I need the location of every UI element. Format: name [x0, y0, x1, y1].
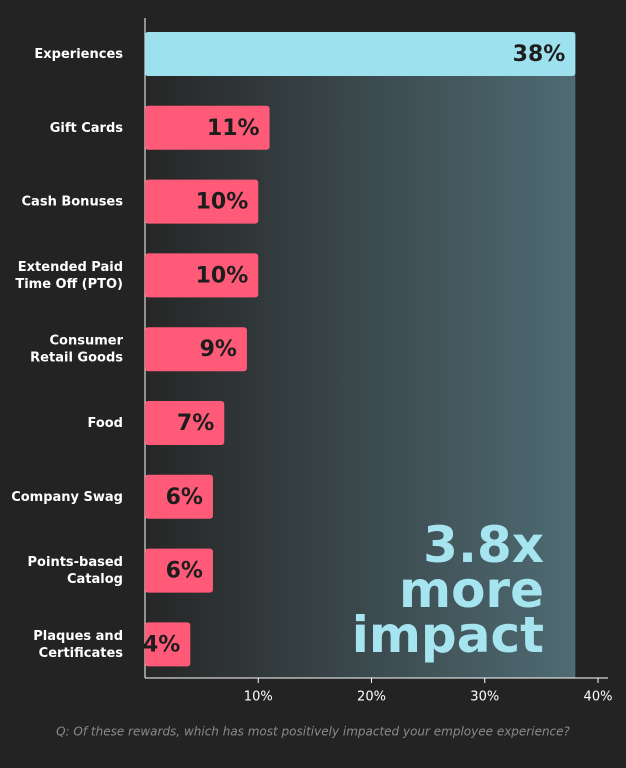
footnote: Q: Of these rewards, which has most posi… — [56, 725, 570, 739]
bar — [145, 474, 213, 519]
x-tick-label: 10% — [244, 690, 273, 705]
bar — [145, 548, 213, 593]
category-label: Company Swag — [11, 489, 123, 504]
x-tick-label: 30% — [470, 690, 499, 705]
bar — [145, 253, 259, 298]
value-label: 10% — [196, 263, 249, 288]
value-label: 7% — [177, 411, 214, 436]
bar — [145, 105, 270, 150]
value-label: 9% — [200, 337, 237, 362]
value-label: 6% — [166, 485, 203, 510]
annotation: 3.8x more impact — [352, 516, 544, 664]
category-label: Consumer Retail Goods — [30, 333, 123, 365]
category-label: Food — [87, 416, 123, 431]
x-tick-label: 20% — [357, 690, 386, 705]
value-label: 11% — [207, 116, 260, 141]
bar — [145, 622, 191, 667]
category-label: Gift Cards — [50, 120, 124, 135]
value-label: 38% — [513, 42, 566, 67]
category-label: Experiences — [34, 47, 123, 62]
bar — [145, 327, 247, 372]
value-label: 6% — [166, 559, 203, 584]
category-label: Extended Paid Time Off (PTO) — [15, 259, 123, 291]
bar — [145, 32, 576, 76]
value-label: 4% — [143, 632, 180, 657]
bar — [145, 401, 225, 445]
x-tick-label: 40% — [584, 690, 613, 705]
category-label: Points-based Catalog — [28, 555, 123, 587]
category-label: Plaques and Certificates — [33, 628, 123, 660]
value-label: 10% — [196, 190, 249, 215]
category-label: Cash Bonuses — [22, 194, 124, 209]
bar — [145, 179, 259, 224]
